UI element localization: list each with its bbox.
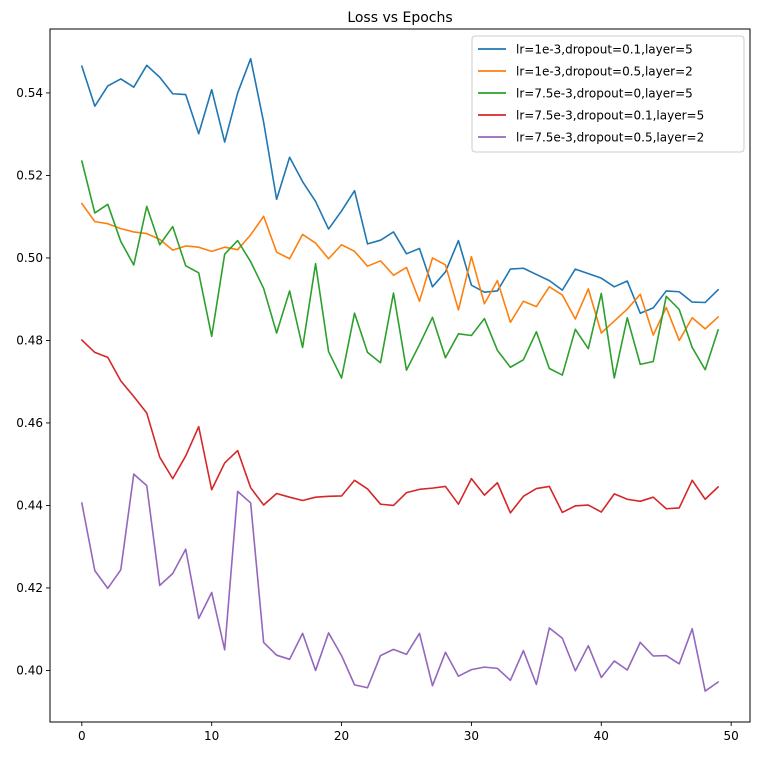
legend-frame — [471, 35, 745, 153]
series-line-5 — [81, 473, 719, 692]
y-axis: 0.40 0.42 0.44 0.46 0.48 0.50 0.52 0.54 — [16, 86, 50, 677]
legend-label-4: lr=7.5e-3,dropout=0.1,layer=5 — [516, 109, 704, 123]
series-line-3 — [81, 160, 719, 379]
y-tick-label: 0.44 — [16, 498, 43, 512]
x-axis: 0 10 20 30 40 50 — [78, 722, 739, 743]
y-tick-label: 0.46 — [16, 416, 43, 430]
chart-title: Loss vs Epochs — [347, 10, 452, 26]
y-tick-label: 0.50 — [16, 251, 43, 265]
legend-label-3: lr=7.5e-3,dropout=0,layer=5 — [516, 87, 693, 101]
series-line-2 — [81, 202, 719, 342]
x-tick-label: 40 — [594, 729, 609, 743]
y-tick-label: 0.52 — [16, 168, 43, 182]
series-line-1 — [81, 57, 719, 315]
x-tick-label: 20 — [334, 729, 349, 743]
y-tick-label: 0.42 — [16, 581, 43, 595]
x-tick-label: 0 — [78, 729, 86, 743]
x-tick-label: 10 — [204, 729, 219, 743]
y-tick-label: 0.48 — [16, 333, 43, 347]
legend-label-1: lr=1e-3,dropout=0.1,layer=5 — [516, 43, 693, 57]
plot-area — [49, 28, 751, 723]
x-tick-label: 50 — [724, 729, 739, 743]
legend: lr=1e-3,dropout=0.1,layer=5 lr=1e-3,dropo… — [471, 35, 745, 153]
legend-label-2: lr=1e-3,dropout=0.5,layer=2 — [516, 65, 693, 79]
y-tick-label: 0.54 — [16, 86, 43, 100]
y-tick-label: 0.40 — [16, 663, 43, 677]
legend-label-5: lr=7.5e-3,dropout=0.5,layer=2 — [516, 131, 704, 145]
plot-frame — [49, 28, 751, 723]
series-line-4 — [81, 339, 719, 514]
x-tick-label: 30 — [464, 729, 479, 743]
series-layer — [81, 57, 719, 692]
